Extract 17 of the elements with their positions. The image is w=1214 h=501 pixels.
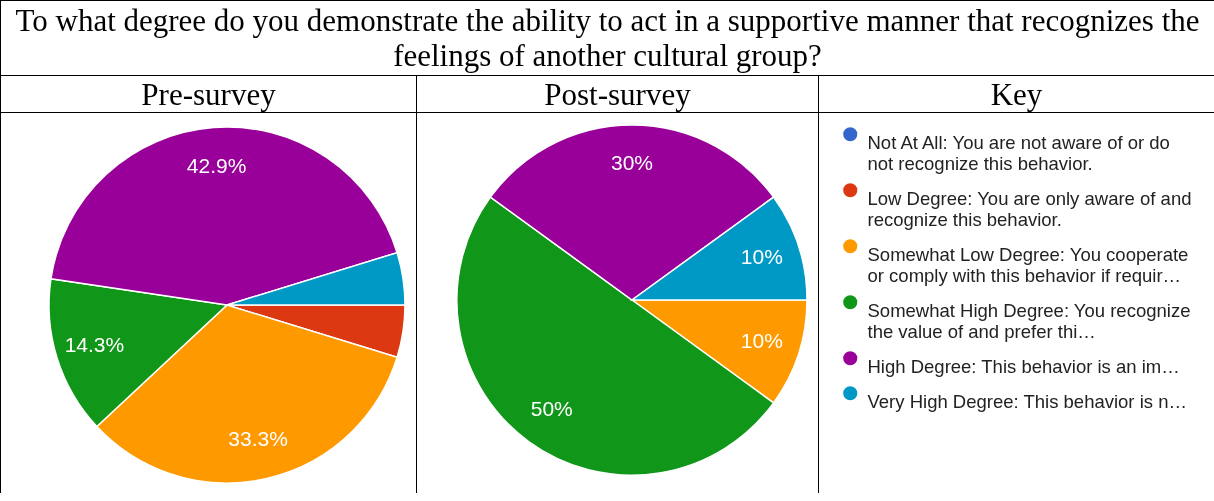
- legend-label: Low Degree: You are only aware of and recognize this behavior.: [867, 188, 1192, 230]
- data-label: 10%: [740, 244, 783, 268]
- legend-label: Not At All: You are not aware of or do not recognize this behavior.: [867, 132, 1170, 174]
- chart-title: Post-survey: [416, 75, 819, 113]
- data-label: 33.3%: [228, 427, 288, 451]
- data-label: 30%: [610, 150, 654, 174]
- chart-subtitle: Pre-survey: [0, 75, 417, 113]
- data-label: 50%: [530, 397, 573, 421]
- text: To what degree do you demonstrate the ability to act in a supportive manner that recognizes the feelings of another cultural group?: [0, 0, 1214, 76]
- legend-title: Key: [818, 75, 1214, 113]
- data-label: 42.9%: [186, 153, 247, 177]
- legend-label: High Degree: This behavior is an im…: [867, 356, 1180, 378]
- legend-label: Very High Degree: This behavior is n…: [867, 391, 1187, 413]
- legend-label: Somewhat Low Degree: You cooperate or comply with this behavior if requir…: [867, 244, 1189, 286]
- data-label: 14.3%: [64, 333, 125, 357]
- legend-label: Somewhat High Degree: You recognize the value of and prefer thi…: [867, 300, 1191, 342]
- data-label: 10%: [740, 329, 783, 353]
